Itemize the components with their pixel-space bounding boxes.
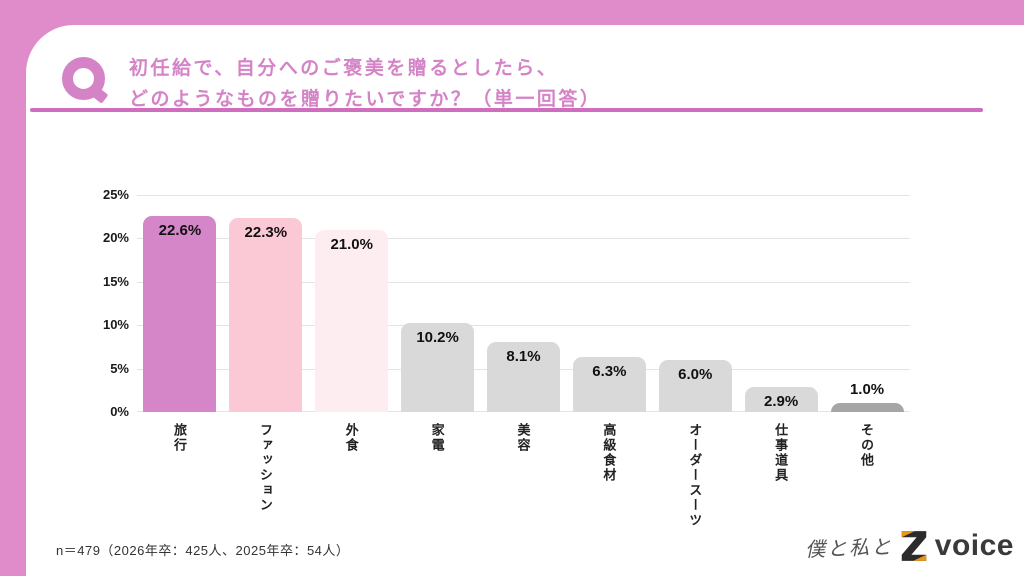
- bar-value-label-オーダースーツ: 6.0%: [678, 366, 713, 383]
- ytick-label-0%: 0%: [110, 404, 129, 419]
- bar-value-label-美容: 8.1%: [506, 348, 541, 365]
- gridline-25%: [137, 195, 910, 196]
- chart-bar-外食: [315, 230, 389, 412]
- gridline-20%: [137, 238, 910, 240]
- category-label-仕事道具: 仕事道具: [773, 423, 789, 483]
- ytick-label-25%: 25%: [102, 187, 129, 202]
- category-label-高級食材: 高級食材: [601, 423, 617, 483]
- page-title-line1: 初任給で、自分へのご褒美を贈るとしたら、: [129, 58, 559, 79]
- page-title: 初任給で、自分へのご褒美を贈るとしたら、 どのようなものを贈りたいですか？（単一…: [129, 53, 601, 115]
- bar-value-label-外食: 21.0%: [330, 236, 373, 253]
- ytick-label-5%: 5%: [110, 360, 129, 376]
- gridline-10%: [137, 325, 910, 327]
- chart-plot: 0% 5% 10% 15% 20% 25% 22.6% 22.3% 21.0% 10.2% 8.1%…: [103, 187, 910, 419]
- category-label-ファッション: ファッション: [257, 423, 273, 513]
- chart-bar-美容: [487, 342, 560, 412]
- chart-bar-ファッション: [229, 218, 303, 412]
- bar-value-label-仕事道具: 2.9%: [764, 393, 799, 410]
- brand-logo-voice-text: voice: [934, 529, 1014, 562]
- question-icon: [62, 57, 109, 105]
- chart-bar-仕事道具: [744, 387, 818, 412]
- ytick-label-15%: 15%: [102, 273, 129, 289]
- bar-value-label-ファッション: 22.3%: [244, 224, 288, 241]
- category-label-外食: 外食: [343, 423, 359, 453]
- sample-size-note: n＝479（2026年卒：425人、2025年卒：54人）: [56, 543, 350, 558]
- category-label-家電: 家電: [429, 423, 445, 453]
- question-icon-ring: [62, 57, 105, 100]
- page-title-line2: どのようなものを贈りたいですか？（単一回答）: [129, 89, 602, 110]
- chart-bar-オーダースーツ: [658, 360, 732, 412]
- chart-bar-家電: [401, 323, 475, 412]
- brand-logo: 僕と私と voice: [804, 524, 1014, 568]
- chart-bar-高級食材: [572, 357, 646, 412]
- title-divider: [30, 108, 983, 112]
- brand-logo-z-icon: [901, 531, 927, 561]
- bar-value-label-その他: 1.0%: [849, 381, 885, 398]
- chart-category-axis: 旅行 ファッション 外食 家電 美容 高級食材 オーダースーツ 仕事道具 その他: [137, 423, 910, 538]
- chart-bar-旅行: [143, 216, 217, 412]
- chart-bar-その他: [830, 403, 904, 412]
- category-label-オーダースーツ: オーダースーツ: [687, 423, 703, 528]
- category-label-その他: その他: [859, 423, 875, 468]
- question-icon-tail: [86, 83, 109, 104]
- category-label-旅行: 旅行: [171, 423, 187, 453]
- brand-logo-handwritten-text: 僕と私と: [804, 533, 894, 562]
- ytick-label-20%: 20%: [102, 230, 129, 246]
- ytick-label-10%: 10%: [102, 317, 129, 333]
- bar-value-label-高級食材: 6.3%: [592, 363, 627, 380]
- category-label-美容: 美容: [515, 423, 531, 453]
- gridline-15%: [137, 281, 910, 283]
- bar-value-label-家電: 10.2%: [416, 329, 459, 346]
- bar-value-label-旅行: 22.6%: [158, 222, 202, 239]
